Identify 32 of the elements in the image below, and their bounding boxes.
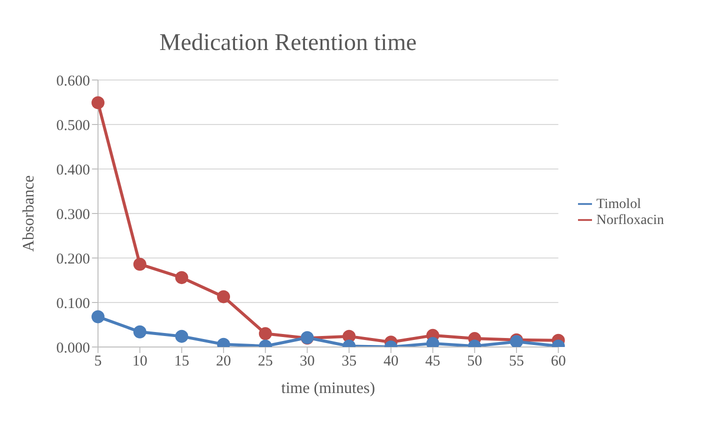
- x-tick-label: 60: [550, 354, 566, 370]
- x-tick-label: 30: [300, 354, 315, 370]
- x-tick-label: 15: [174, 354, 190, 370]
- x-tick-label: 20: [216, 354, 232, 370]
- y-tick-label: 0.200: [56, 251, 90, 268]
- legend-label: Timolol: [596, 196, 641, 212]
- y-tick-label: 0.300: [56, 206, 90, 223]
- point: [133, 258, 146, 271]
- legend-label: Norfloxacin: [596, 212, 664, 228]
- x-tick-label: 55: [508, 354, 524, 370]
- x-tick-label: 25: [258, 354, 273, 370]
- x-tick-label: 5: [94, 354, 102, 370]
- x-tick-label: 40: [383, 354, 398, 370]
- y-axis-title: Absorbance: [20, 175, 38, 252]
- y-tick-label: 0.500: [56, 118, 90, 134]
- x-tick-label: 45: [425, 354, 440, 370]
- point: [133, 325, 146, 338]
- x-axis-title: time (minutes): [281, 380, 376, 397]
- y-tick-label: 0.100: [56, 296, 90, 312]
- x-tick-label: 35: [342, 354, 357, 370]
- point: [175, 330, 188, 343]
- point: [92, 96, 104, 110]
- y-tick-label: 0.000: [56, 340, 90, 356]
- point: [217, 290, 230, 304]
- point: [175, 271, 188, 284]
- point: [92, 310, 104, 324]
- x-tick-label: 50: [467, 354, 482, 370]
- x-tick-label: 10: [132, 354, 148, 370]
- y-tick-label: 0.400: [56, 162, 90, 178]
- y-tick-label: 0.600: [56, 73, 90, 90]
- point: [258, 327, 272, 340]
- chart-title: Medication Retention time: [158, 30, 418, 57]
